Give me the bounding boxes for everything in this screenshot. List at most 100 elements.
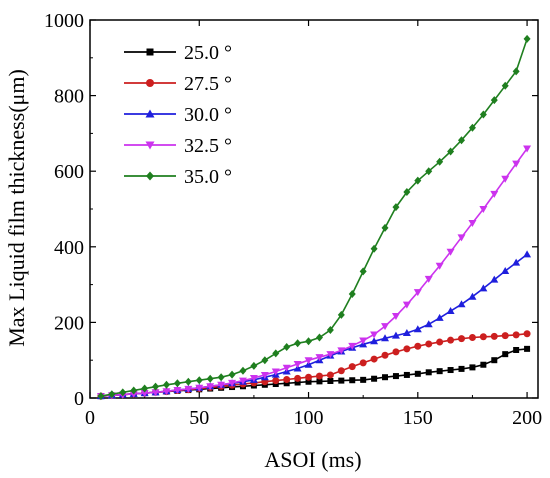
data-point — [140, 390, 149, 398]
legend-marker — [146, 171, 154, 181]
data-point — [479, 206, 488, 213]
data-point — [337, 367, 345, 375]
data-point — [391, 331, 400, 339]
x-tick-label: 0 — [85, 407, 95, 429]
data-point — [294, 379, 301, 386]
series-3 — [96, 145, 532, 401]
legend-label: 25.0 ° — [184, 42, 232, 64]
data-point — [392, 373, 399, 380]
data-point — [382, 374, 389, 381]
series-layer — [96, 34, 532, 401]
data-point — [173, 387, 182, 395]
y-tick-label: 400 — [54, 237, 84, 259]
data-point — [282, 364, 291, 372]
data-point — [293, 364, 302, 372]
x-tick-label: 200 — [512, 407, 542, 429]
legend-marker — [145, 109, 155, 118]
data-point — [294, 339, 302, 348]
data-point — [184, 385, 193, 393]
data-point — [392, 203, 400, 212]
data-point — [349, 377, 356, 384]
data-point — [424, 320, 433, 328]
data-point — [425, 369, 432, 376]
data-point — [206, 374, 214, 383]
legend-marker — [145, 141, 155, 150]
data-point — [348, 363, 356, 371]
data-point — [359, 359, 367, 367]
data-point — [359, 267, 367, 276]
legend-item: 35.0 ° — [124, 166, 232, 188]
data-point — [381, 223, 389, 232]
series-line — [100, 38, 528, 397]
data-point — [447, 147, 455, 156]
data-point — [512, 258, 521, 266]
data-point — [468, 292, 477, 300]
data-point — [272, 349, 280, 358]
legend: 25.0 ° 27.5 ° 30.0 ° 32.5 ° 35.0 ° — [124, 42, 232, 188]
data-point — [173, 379, 181, 388]
data-point — [513, 346, 520, 353]
data-point — [468, 334, 476, 342]
data-point — [490, 96, 498, 105]
data-point — [502, 351, 509, 358]
data-point — [283, 380, 290, 387]
data-point — [468, 219, 477, 227]
data-point — [315, 354, 324, 362]
data-point — [413, 325, 422, 333]
data-point — [108, 390, 116, 399]
data-point — [250, 361, 258, 370]
legend-label: 35.0 ° — [184, 166, 232, 188]
legend-marker — [146, 48, 154, 56]
legend-label: 30.0 ° — [184, 104, 232, 126]
data-point — [524, 345, 531, 352]
data-point — [337, 347, 346, 355]
data-point — [261, 356, 269, 365]
legend-marker — [146, 79, 154, 87]
data-point — [283, 342, 291, 351]
data-point — [458, 136, 466, 145]
data-point — [370, 244, 378, 253]
data-point — [512, 160, 521, 168]
data-point — [228, 379, 237, 387]
data-point — [479, 333, 487, 341]
data-point — [447, 367, 454, 374]
data-point — [141, 384, 149, 393]
legend-label: 32.5 ° — [184, 135, 232, 157]
data-point — [130, 386, 138, 395]
data-point — [119, 388, 127, 397]
data-point — [381, 351, 389, 359]
y-tick-label: 800 — [54, 86, 84, 108]
data-point — [293, 360, 302, 368]
data-point — [446, 248, 455, 256]
data-point — [446, 307, 455, 315]
data-point — [425, 340, 433, 348]
data-point — [271, 368, 280, 376]
data-point — [304, 360, 313, 368]
data-point — [152, 382, 160, 391]
data-point — [469, 364, 476, 371]
data-point — [337, 310, 345, 319]
data-point — [468, 123, 476, 132]
data-point — [501, 81, 509, 90]
legend-item: 27.5 ° — [124, 73, 232, 95]
data-point — [512, 331, 520, 339]
data-point — [305, 373, 313, 381]
data-point — [413, 289, 422, 297]
data-point — [501, 175, 510, 183]
data-point — [305, 337, 313, 346]
data-point — [305, 378, 312, 385]
data-point — [424, 275, 433, 283]
data-point — [371, 375, 378, 382]
data-point — [370, 337, 379, 345]
data-point — [283, 375, 291, 383]
data-point — [457, 300, 466, 308]
data-point — [501, 266, 510, 274]
data-point — [523, 330, 531, 338]
data-point — [381, 334, 390, 342]
y-axis-title: Max Liquid film thickness(μm) — [4, 69, 29, 347]
data-point — [490, 275, 499, 283]
x-tick-label: 50 — [189, 407, 209, 429]
data-point — [195, 384, 204, 392]
x-axis-title: ASOI (ms) — [264, 447, 361, 472]
data-point — [184, 377, 192, 386]
